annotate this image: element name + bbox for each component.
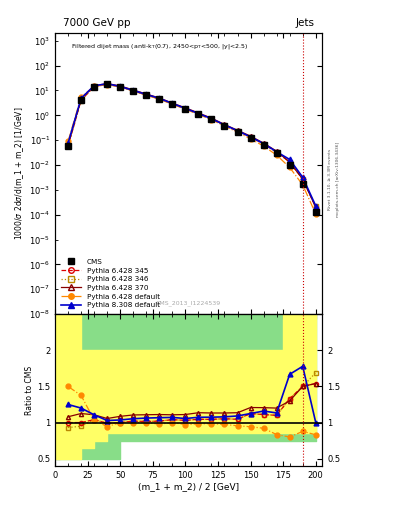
Text: mcplots.cern.ch [arXiv:1306.3436]: mcplots.cern.ch [arXiv:1306.3436] [336, 142, 340, 217]
Text: Jets: Jets [296, 17, 314, 28]
Text: CMS_2013_I1224539: CMS_2013_I1224539 [156, 300, 221, 306]
Text: Filtered dijet mass (anti-k$_\mathregular{T}$(0.7), 2450<p$_\mathregular{T}$<500: Filtered dijet mass (anti-k$_\mathregula… [71, 41, 248, 51]
X-axis label: (m_1 + m_2) / 2 [GeV]: (m_1 + m_2) / 2 [GeV] [138, 482, 239, 492]
Y-axis label: Ratio to CMS: Ratio to CMS [25, 366, 34, 415]
Text: Rivet 3.1.10, ≥ 3.3M events: Rivet 3.1.10, ≥ 3.3M events [328, 148, 332, 210]
Text: 7000 GeV pp: 7000 GeV pp [63, 17, 130, 28]
Legend: CMS, Pythia 6.428 345, Pythia 6.428 346, Pythia 6.428 370, Pythia 6.428 default,: CMS, Pythia 6.428 345, Pythia 6.428 346,… [59, 257, 162, 310]
Y-axis label: 1000/$\sigma$ 2d$\sigma$/d(m_1 + m_2) [1/GeV]: 1000/$\sigma$ 2d$\sigma$/d(m_1 + m_2) [1… [13, 107, 26, 241]
